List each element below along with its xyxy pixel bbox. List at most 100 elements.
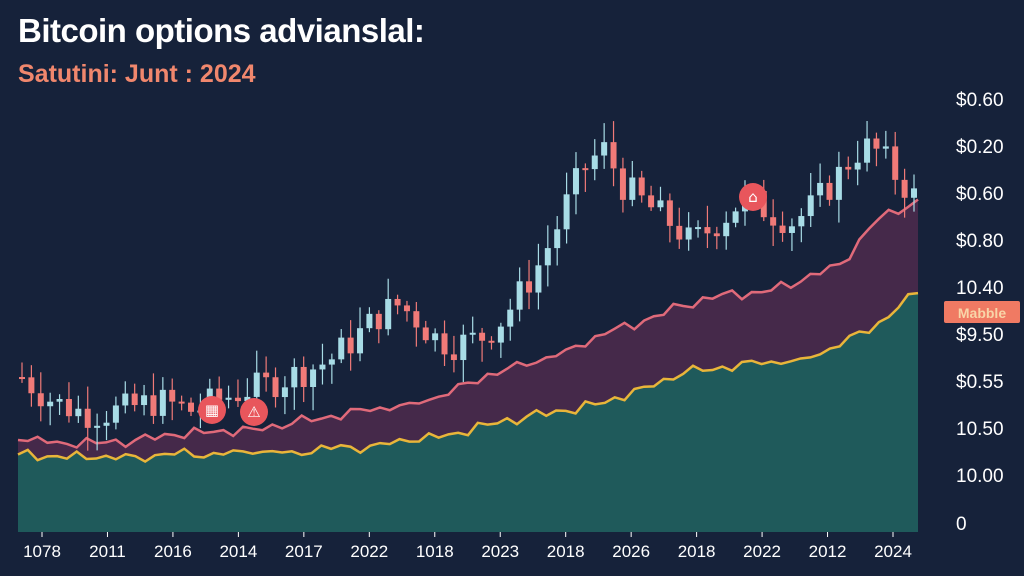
candle-body	[601, 142, 608, 156]
candle-body	[657, 200, 664, 208]
candle-body	[263, 372, 270, 378]
candle-body	[450, 354, 457, 361]
candle-body	[159, 389, 166, 416]
x-axis: 1078 2011 2016 2014 2017 2022 1018 2023 2018 2026…	[23, 532, 912, 561]
candle-body	[497, 326, 504, 343]
candle-body	[319, 364, 326, 370]
candle-body	[544, 248, 551, 266]
candle-body	[479, 332, 486, 341]
candle-body	[704, 227, 711, 234]
bank-icon: ⌂	[748, 188, 758, 206]
candle-body	[892, 146, 899, 180]
candle-body	[798, 216, 805, 227]
candle-body	[676, 225, 683, 240]
candle-body	[422, 327, 429, 341]
candle-body	[441, 333, 448, 355]
candle-body	[732, 211, 739, 223]
candle-body	[788, 226, 795, 233]
y-tick-label: $0.60	[956, 184, 1004, 205]
candle-body	[648, 195, 655, 208]
candle-body	[394, 298, 401, 306]
y-tick-label: 0	[956, 514, 967, 535]
x-tick-label: 2017	[285, 542, 323, 561]
candle-body	[112, 405, 119, 423]
candle-body	[366, 313, 373, 329]
marker-circle	[240, 398, 268, 426]
candle-body	[432, 333, 439, 341]
candle-body	[516, 281, 523, 310]
candle-body	[563, 194, 570, 230]
candle-body	[188, 402, 195, 412]
x-tick-label: 2016	[154, 542, 192, 561]
candle-body	[695, 227, 702, 230]
candle-body	[723, 222, 730, 237]
candle-body	[131, 393, 138, 406]
x-tick-label: 1078	[23, 542, 61, 561]
lower-band-line	[17, 291, 919, 464]
candle-body	[845, 166, 852, 170]
marker-building-icon: ▦	[198, 396, 226, 424]
y-axis: $0.60 $0.20 $0.60 $0.80 10.40 $9.50 $0.55 10.50…	[956, 90, 1004, 535]
candle-body	[272, 377, 279, 398]
candle-layer	[19, 121, 917, 451]
lower-band-area	[18, 293, 918, 532]
candle-body	[347, 337, 354, 354]
candle-body	[225, 397, 232, 400]
candle-body	[535, 265, 542, 293]
marker-bank-icon: ⌂	[739, 183, 767, 211]
candle-body	[901, 179, 908, 198]
upper-band-area	[18, 199, 918, 462]
candle-body	[779, 225, 786, 233]
x-tick-label: 1018	[416, 542, 454, 561]
candle-body	[385, 298, 392, 330]
candle-body	[216, 388, 223, 400]
y-tick-label: 10.40	[956, 278, 1004, 299]
candle-body	[413, 311, 420, 328]
x-tick-label: 2022	[350, 542, 388, 561]
marker-circle	[739, 183, 767, 211]
candle-body	[507, 309, 514, 327]
area-layer	[17, 198, 919, 532]
highlight-badge: Mabble	[944, 301, 1020, 323]
candle-body	[103, 422, 110, 426]
x-tick-label: 2018	[547, 542, 585, 561]
y-tick-label: 10.00	[956, 466, 1004, 487]
badge-label: Mabble	[958, 305, 1006, 321]
candle-body	[253, 372, 260, 397]
candle-body	[685, 227, 692, 240]
candle-body	[244, 396, 251, 402]
candle-body	[28, 377, 35, 394]
candle-body	[328, 359, 335, 365]
candle-body	[291, 366, 298, 388]
candle-body	[713, 233, 720, 237]
upper-band-line	[17, 198, 919, 449]
candle-body	[19, 377, 25, 380]
candle-body	[281, 387, 288, 398]
x-tick-label: 2012	[809, 542, 847, 561]
candle-body	[873, 138, 880, 149]
candle-body	[817, 182, 824, 196]
y-tick-label: 10.50	[956, 419, 1004, 440]
candle-body	[572, 168, 579, 195]
x-tick-label: 2023	[481, 542, 519, 561]
candle-body	[666, 200, 673, 226]
candle-body	[770, 217, 777, 226]
candle-body	[638, 177, 645, 196]
candle-body	[47, 401, 54, 407]
candle-body	[178, 401, 185, 404]
candle-body	[75, 408, 82, 417]
y-tick-label: $0.20	[956, 137, 1004, 158]
candle-body	[403, 305, 410, 312]
y-tick-label: $0.55	[956, 372, 1004, 393]
marker-warning-icon: ⚠	[240, 398, 268, 426]
candle-body	[826, 182, 833, 200]
y-tick-label: $9.50	[956, 325, 1004, 346]
candle-body	[141, 395, 148, 406]
candle-body	[854, 162, 861, 170]
candle-body	[591, 155, 598, 170]
building-icon: ▦	[205, 401, 219, 419]
chart-title: Bitcoin options advianslal:	[18, 12, 425, 49]
candle-body	[864, 138, 871, 163]
candle-body	[94, 425, 101, 428]
